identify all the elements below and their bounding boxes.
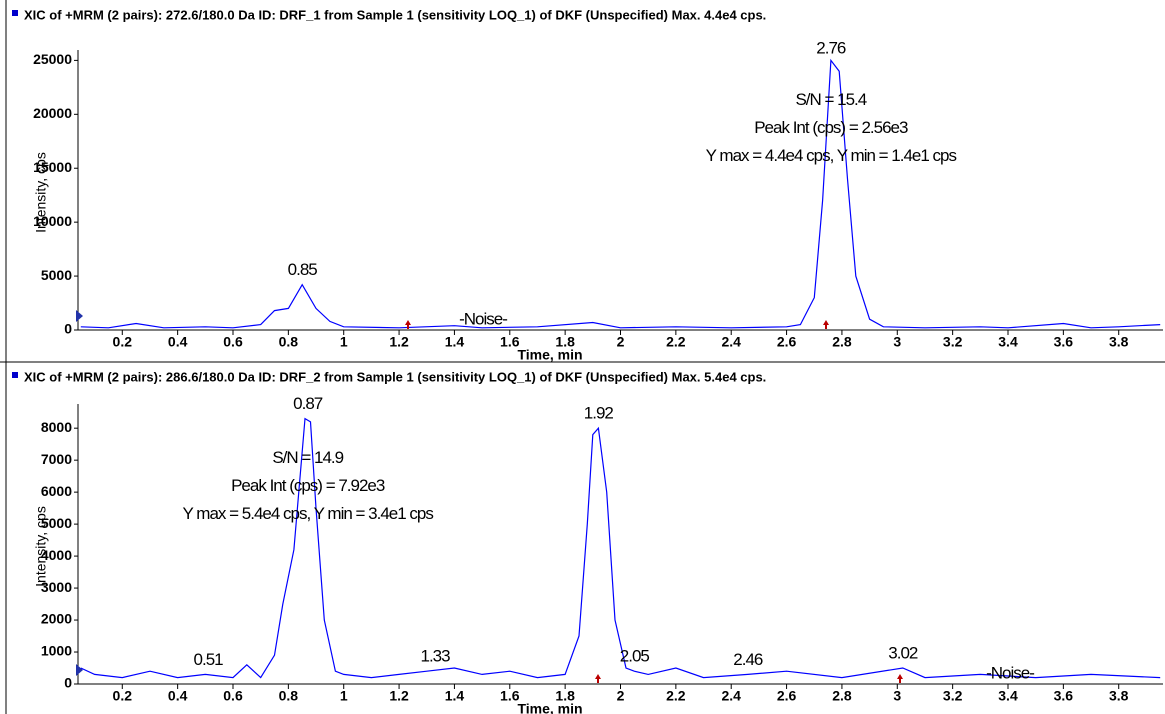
integration-marker [595,674,601,683]
x-tick-label: 0.2 [113,334,133,350]
peak-label: 2.46 [733,650,763,669]
peak-annotation: S/N = 15.4 [795,90,866,109]
peak-annotation: Peak Int (cps) = 7.92e3 [231,476,385,495]
x-tick-label: 3.2 [943,688,963,704]
x-axis-label: Time, min [517,347,582,363]
x-tick-label: 1.2 [389,334,409,350]
y-tick-label: 20000 [33,105,72,121]
x-tick-label: 3 [893,334,901,350]
peak-label: 0.87 [293,394,323,413]
peak-label: 0.51 [194,650,224,669]
peak-label: 1.92 [584,404,614,423]
axis-marker [76,664,83,676]
panel-icon [12,372,18,378]
x-tick-label: 1.8 [555,688,575,704]
x-tick-label: 2 [617,688,625,704]
peak-annotation: Peak Int (cps) = 2.56e3 [754,118,908,137]
y-tick-label: 4000 [41,547,72,563]
x-tick-label: 3.2 [943,334,963,350]
y-tick-label: 5000 [41,267,72,283]
peak-label: 2.05 [620,647,650,666]
x-tick-label: 1 [340,334,348,350]
x-tick-label: 0.4 [168,334,188,350]
y-tick-label: 0 [64,675,72,691]
y-tick-label: 3000 [41,579,72,595]
peak-label: 2.76 [816,38,846,57]
x-tick-label: 3 [893,688,901,704]
y-axis-label: Intensity, cps [33,152,49,233]
x-tick-label: 3.8 [1109,334,1129,350]
panel-title: XIC of +MRM (2 pairs): 286.6/180.0 Da ID… [24,369,766,384]
integration-marker [823,320,829,329]
x-tick-label: 1.4 [445,334,465,350]
x-tick-label: 2.2 [666,688,686,704]
x-axis-label: Time, min [517,701,582,714]
trace [80,417,1161,679]
noise-label: -Noise- [459,309,507,328]
y-tick-label: 15000 [33,159,72,175]
x-tick-label: 1.6 [500,688,520,704]
panel-title: XIC of +MRM (2 pairs): 272.6/180.0 Da ID… [24,7,766,22]
panel-icon [12,10,18,16]
peak-label: 1.33 [421,647,451,666]
x-tick-label: 1.8 [555,334,575,350]
y-tick-label: 25000 [33,51,72,67]
peak-annotation: Y max = 4.4e4 cps, Y min = 1.4e1 cps [706,146,957,165]
y-tick-label: 6000 [41,483,72,499]
x-tick-label: 2.4 [721,688,741,704]
x-tick-label: 0.6 [223,334,243,350]
y-tick-label: 0 [64,321,72,337]
peak-label: 3.02 [888,643,918,662]
x-tick-label: 0.6 [223,688,243,704]
peak-annotation: Y max = 5.4e4 cps, Y min = 3.4e1 cps [183,504,434,523]
y-axis-label: Intensity, cps [33,506,49,587]
x-tick-label: 0.8 [279,334,299,350]
x-tick-label: 3.6 [1054,334,1074,350]
trace [80,58,1161,329]
integration-marker [405,320,411,329]
x-tick-label: 0.4 [168,688,188,704]
x-tick-label: 0.2 [113,688,133,704]
x-tick-label: 1.2 [389,688,409,704]
x-tick-label: 2.8 [832,688,852,704]
x-tick-label: 2.8 [832,334,852,350]
integration-marker [897,674,903,683]
x-tick-label: 3.4 [998,688,1018,704]
y-tick-label: 10000 [33,213,72,229]
noise-label: -Noise- [986,663,1034,682]
y-tick-label: 8000 [41,419,72,435]
x-tick-label: 2.6 [777,334,797,350]
x-tick-label: 1 [340,688,348,704]
axis-marker [76,310,83,322]
peak-annotation: S/N = 14.9 [272,448,343,467]
x-tick-label: 2 [617,334,625,350]
x-tick-label: 2.6 [777,688,797,704]
x-tick-label: 1.4 [445,688,465,704]
x-tick-label: 3.8 [1109,688,1129,704]
x-tick-label: 3.6 [1054,688,1074,704]
y-tick-label: 2000 [41,611,72,627]
x-tick-label: 0.8 [279,688,299,704]
x-tick-label: 2.4 [721,334,741,350]
y-tick-label: 5000 [41,515,72,531]
peak-label: 0.85 [288,260,318,279]
x-tick-label: 2.2 [666,334,686,350]
x-tick-label: 3.4 [998,334,1018,350]
y-tick-label: 7000 [41,451,72,467]
x-tick-label: 1.6 [500,334,520,350]
y-tick-label: 1000 [41,643,72,659]
